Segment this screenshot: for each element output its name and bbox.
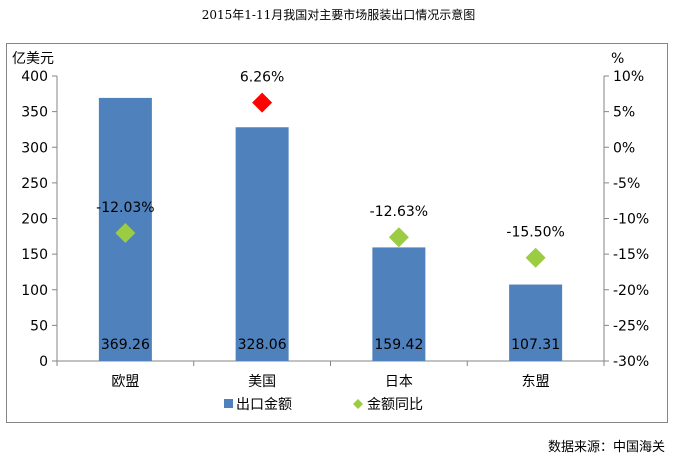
y-axis-label-left: 亿美元 xyxy=(12,51,54,67)
y-tick-label-left: 350 xyxy=(21,105,48,121)
bar-value-label: 328.06 xyxy=(238,337,287,353)
y-tick-label-right: -10% xyxy=(613,212,649,228)
source-note: 数据来源：中国海关 xyxy=(547,440,665,455)
y-tick-label-left: 400 xyxy=(21,69,48,85)
y-tick-label-right: 10% xyxy=(613,69,644,85)
y-tick-label-left: 100 xyxy=(21,283,48,299)
y-axis-label-right: % xyxy=(611,51,624,67)
ratio-value-label: -12.63% xyxy=(370,204,428,220)
ratio-value-label: -12.03% xyxy=(96,200,154,216)
chart-title: 2015年1-11月我国对主要市场服装出口情况示意图 xyxy=(201,8,476,22)
bar xyxy=(372,247,426,361)
x-tick-label: 美国 xyxy=(248,374,276,390)
legend-label-marker: 金额同比 xyxy=(367,397,423,413)
y-tick-label-right: 0% xyxy=(613,140,635,156)
bar-value-label: 107.31 xyxy=(511,337,560,353)
y-tick-label-left: 150 xyxy=(21,247,48,263)
x-tick-label: 东盟 xyxy=(522,374,550,390)
ratio-marker xyxy=(252,92,273,113)
x-tick-label: 欧盟 xyxy=(111,374,139,390)
bar-value-label: 369.26 xyxy=(101,337,150,353)
legend-swatch-bar xyxy=(224,399,233,408)
bar xyxy=(235,127,289,361)
y-tick-label-left: 200 xyxy=(21,212,48,228)
legend-swatch-marker xyxy=(353,399,363,409)
ratio-marker xyxy=(525,247,546,268)
ratio-value-label: 6.26% xyxy=(240,70,284,86)
y-tick-label-right: -15% xyxy=(613,247,649,263)
y-tick-label-left: 0 xyxy=(39,354,48,370)
x-tick-label: 日本 xyxy=(385,374,413,390)
y-tick-label-left: 50 xyxy=(30,318,48,334)
ratio-marker xyxy=(115,222,136,243)
y-tick-label-right: -5% xyxy=(613,176,640,192)
bar xyxy=(509,284,563,361)
y-tick-label-right: -20% xyxy=(613,283,649,299)
ratio-value-label: -15.50% xyxy=(506,225,564,241)
y-tick-label-right: -25% xyxy=(613,318,649,334)
legend-label-bar: 出口金额 xyxy=(236,397,292,413)
y-tick-label-left: 250 xyxy=(21,176,48,192)
y-tick-label-left: 300 xyxy=(21,140,48,156)
bar-value-label: 159.42 xyxy=(374,337,423,353)
y-tick-label-right: 5% xyxy=(613,105,635,121)
ratio-marker xyxy=(388,227,409,248)
chart-frame xyxy=(6,43,668,423)
y-tick-label-right: -30% xyxy=(613,354,649,370)
